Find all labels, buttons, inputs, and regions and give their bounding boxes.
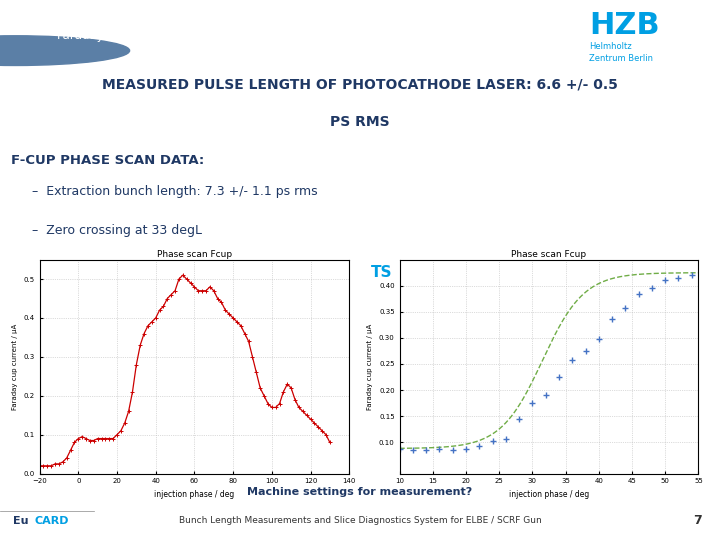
Text: Eu: Eu [13,516,29,526]
Ellipse shape [0,0,47,71]
Text: CARD: CARD [35,516,69,526]
Text: –  Zero crossing at 33 degL: – Zero crossing at 33 degL [32,224,202,237]
Text: 7: 7 [693,514,702,527]
Circle shape [0,36,130,65]
Text: Machine settings for measurement?: Machine settings for measurement? [248,487,472,497]
X-axis label: injection phase / deg: injection phase / deg [509,490,589,499]
Text: PS RMS: PS RMS [330,115,390,129]
Text: –  Extraction bunch length: 7.3 +/- 1.1 ps rms: – Extraction bunch length: 7.3 +/- 1.1 p… [32,185,318,198]
X-axis label: injection phase / deg: injection phase / deg [154,490,235,499]
Y-axis label: Faraday cup current / µA: Faraday cup current / µA [12,323,18,410]
Text: Faraday-Cup phase scan for bunch length estimation: Faraday-Cup phase scan for bunch length … [57,29,370,42]
Text: Bunch Length Measurements and Slice Diagnostics System for ELBE / SCRF Gun: Bunch Length Measurements and Slice Diag… [179,516,541,525]
Text: F-CUP PHASE SCAN DATA:: F-CUP PHASE SCAN DATA: [11,154,204,167]
Text: Helmholtz
Zentrum Berlin: Helmholtz Zentrum Berlin [589,42,653,63]
Title: Phase scan Fcup: Phase scan Fcup [511,250,587,259]
Text: TS: TS [371,265,392,280]
Y-axis label: Faraday cup current / µA: Faraday cup current / µA [367,323,374,410]
Title: Phase scan Fcup: Phase scan Fcup [157,250,232,259]
Text: MEASURED PULSE LENGTH OF PHOTOCATHODE LASER: 6.6 +/- 0.5: MEASURED PULSE LENGTH OF PHOTOCATHODE LA… [102,78,618,92]
Text: HZB: HZB [589,11,660,40]
